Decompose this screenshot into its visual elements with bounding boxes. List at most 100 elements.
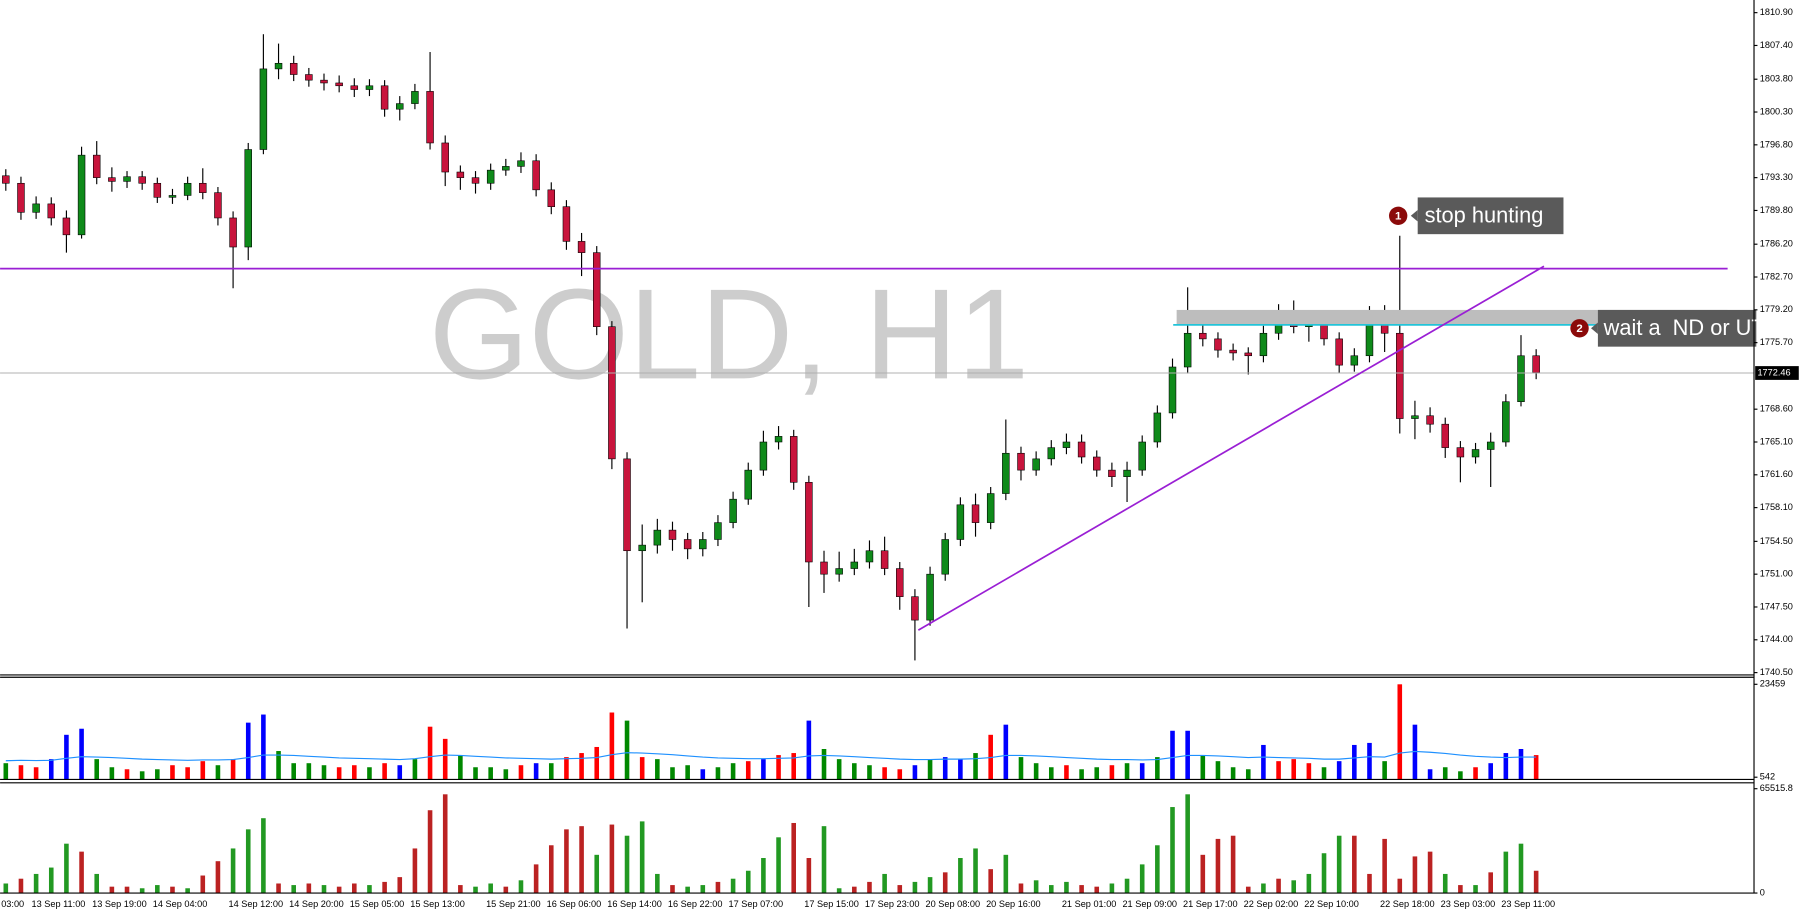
candle-body: [153, 182, 162, 198]
bar: [1261, 883, 1266, 894]
bar: [533, 864, 539, 894]
bar: [321, 885, 327, 894]
bar: [276, 883, 281, 894]
candle-body: [47, 203, 55, 219]
y-tick-label: 1765.10: [1760, 436, 1793, 446]
y-tick-label: 1810.90: [1760, 7, 1793, 17]
bar: [655, 759, 660, 780]
bar: [1291, 880, 1297, 894]
candle-body: [1411, 415, 1419, 419]
bar: [564, 757, 569, 780]
candle-body: [92, 154, 101, 178]
candle-body: [17, 182, 25, 213]
bar: [1306, 873, 1312, 894]
candle-body: [941, 539, 949, 575]
bar: [1124, 878, 1130, 894]
moving-average-line: [5, 750, 1537, 762]
bar: [1503, 753, 1509, 780]
candle-body: [850, 561, 859, 569]
bar: [200, 875, 206, 894]
candle-body: [77, 154, 86, 236]
bar: [442, 794, 448, 894]
candle-body: [1244, 352, 1252, 357]
bar: [806, 720, 812, 780]
candle-body: [729, 498, 737, 523]
candle-body: [1199, 332, 1207, 340]
bar: [1139, 763, 1145, 780]
bar: [942, 872, 948, 894]
bar: [927, 877, 933, 894]
candle-body: [562, 206, 571, 242]
candle-body: [653, 529, 662, 546]
bar: [1321, 767, 1327, 780]
bar: [806, 858, 812, 894]
candle-body: [471, 177, 480, 184]
bar: [988, 869, 993, 894]
candle-body: [426, 91, 434, 144]
candle-body: [668, 529, 677, 540]
candle-body: [199, 182, 207, 193]
bar: [79, 728, 84, 780]
bar: [548, 845, 554, 894]
bar: [215, 861, 221, 894]
bar: [3, 763, 9, 780]
candle-body: [274, 62, 283, 70]
bar: [791, 753, 797, 780]
candle-body: [380, 85, 389, 110]
candle-body: [183, 182, 192, 196]
bar: [1276, 761, 1281, 780]
bar: [155, 885, 160, 894]
bar: [624, 720, 630, 780]
y-tick-label: 1740.50: [1760, 667, 1793, 677]
bar: [518, 880, 524, 894]
bar: [942, 757, 948, 780]
candle-body: [138, 176, 146, 184]
bar: [291, 885, 296, 894]
bar: [367, 885, 372, 894]
y-tick-label: 1751.00: [1760, 569, 1793, 579]
candle-body: [244, 149, 252, 248]
bar: [458, 885, 463, 894]
bar: [1079, 769, 1084, 780]
bar: [185, 767, 190, 780]
bar: [958, 759, 963, 780]
y-tick-label: 1775.70: [1760, 337, 1793, 347]
candle-body: [683, 539, 692, 550]
x-tick-label: 21 Sep 01:00: [1062, 899, 1117, 909]
bar: [700, 885, 706, 894]
candle-body: [1350, 355, 1359, 366]
bar: [488, 767, 493, 780]
badge-number: 1: [1395, 210, 1402, 222]
bar: [897, 885, 903, 894]
x-tick-label: 17 Sep 23:00: [865, 899, 920, 909]
y-tick-label: 1786.20: [1760, 239, 1793, 249]
bar: [1185, 794, 1190, 894]
bar: [761, 759, 766, 780]
bar: [1094, 886, 1100, 894]
candle-body: [789, 436, 798, 483]
bar: [1245, 769, 1251, 780]
bar: [821, 748, 827, 780]
trend-line: [917, 265, 1545, 631]
candle-body: [1532, 355, 1540, 373]
bar: [442, 738, 448, 780]
bar: [1215, 838, 1221, 894]
y-tick-label: 23459: [1760, 679, 1786, 689]
candle-body: [441, 142, 449, 173]
bar: [261, 714, 266, 780]
bar: [458, 755, 463, 780]
bar: [639, 757, 645, 780]
bar: [1518, 843, 1524, 894]
bar: [94, 759, 100, 780]
y-tick-label: 1800.30: [1760, 106, 1793, 116]
candle-body: [259, 68, 268, 150]
x-tick-label: 23 Sep 11:00: [1501, 899, 1555, 909]
bar: [564, 829, 569, 894]
annotation: stop hunting: [1425, 203, 1544, 228]
bar: [185, 888, 190, 894]
bar: [230, 759, 236, 780]
bar: [882, 767, 887, 780]
bar: [1109, 883, 1115, 894]
bar: [927, 759, 933, 780]
